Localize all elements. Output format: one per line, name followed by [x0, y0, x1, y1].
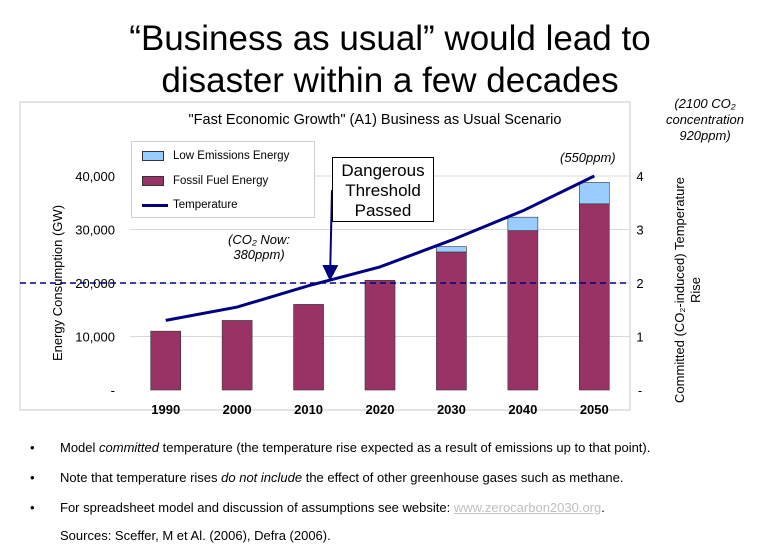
y2-tick-label: -: [638, 383, 642, 398]
bullet-dot: •: [30, 500, 35, 515]
bar-fossil-2010: [293, 304, 324, 391]
x-tick-label: 2020: [366, 402, 395, 417]
bullet-text: the effect of other greenhouse gases suc…: [302, 470, 624, 485]
bullet-dot: •: [30, 440, 35, 455]
legend-swatch-fossil: [142, 176, 164, 186]
slide-title: “Business as usual” would lead to disast…: [40, 18, 740, 102]
y2-tick-label: 4: [636, 169, 643, 184]
bullet-dot: •: [30, 470, 35, 485]
y-tick-label: 10,000: [75, 330, 115, 345]
callout-line-2: Threshold: [345, 181, 421, 200]
sources-line: Sources: Sceffer, M et Al. (2006), Defra…: [60, 528, 331, 543]
bullet-text: Note that temperature rises: [60, 470, 222, 485]
legend-label-temperature: Temperature: [173, 199, 238, 211]
temperature-line: [165, 174, 595, 322]
chart-title: "Fast Economic Growth" (A1) Business as …: [189, 112, 562, 128]
bullet-emphasis: do not include: [221, 470, 303, 485]
co2-550-annotation: (550ppm): [560, 150, 616, 165]
callout-arrow: [322, 189, 339, 281]
bullet-text: For spreadsheet model and discussion of …: [60, 500, 454, 515]
y2-tick-label: 3: [636, 223, 643, 238]
x-tick-label: 1990: [151, 402, 180, 417]
bullet-text: Model: [60, 440, 100, 455]
bar-low-emissions-2030: [436, 246, 467, 253]
bullet-text: temperature (the temperature rise expect…: [159, 440, 651, 455]
website-link[interactable]: www.zerocarbon2030.org: [453, 500, 602, 515]
y-tick-label: 30,000: [75, 223, 115, 238]
chart-frame: [19, 101, 631, 411]
y2-axis-title: Committed (CO₂-induced) TemperatureRise: [672, 177, 703, 403]
energy-temperature-chart: "Fast Economic Growth" (A1) Business as …: [19, 101, 703, 417]
bar-fossil-2000: [221, 320, 253, 391]
x-tick-label: 2050: [580, 402, 609, 417]
title-line-1: “Business as usual” would lead to: [129, 19, 651, 58]
y-tick-label: 40,000: [75, 169, 115, 184]
y-tick-label: -: [111, 383, 115, 398]
threshold-callout: Dangerous Threshold Passed: [332, 157, 434, 222]
bullet-list: • Model committed temperature (the tempe…: [30, 440, 770, 544]
x-tick-label: 2040: [508, 402, 537, 417]
bullet-committed-temperature: • Model committed temperature (the tempe…: [30, 440, 770, 456]
legend-swatch-low-emissions: [142, 151, 164, 161]
bar-fossil-2050: [578, 203, 610, 391]
bar-fossil-1990: [150, 330, 182, 391]
bar-low-emissions-2040: [507, 216, 539, 231]
y2-tick-label: 2: [636, 276, 643, 291]
bullet-emphasis: committed: [99, 440, 159, 455]
callout-line-3: Passed: [354, 201, 412, 220]
bar-fossil-2020: [364, 280, 396, 391]
x-tick-label: 2000: [223, 402, 252, 417]
callout-line-1: Dangerous: [341, 161, 425, 180]
legend-low-emissions: Low Emissions Energy: [142, 149, 289, 163]
bullet-website: • For spreadsheet model and discussion o…: [30, 500, 770, 516]
bullet-text: .: [601, 500, 605, 515]
y2-tick-label: 1: [636, 330, 643, 345]
legend-label-low-emissions: Low Emissions Energy: [173, 150, 290, 162]
legend-fossil: Fossil Fuel Energy: [142, 174, 268, 188]
title-line-2: disaster within a few decades: [161, 61, 619, 100]
bar-low-emissions-2050: [578, 182, 610, 205]
bar-fossil-2030: [436, 251, 467, 391]
legend-swatch-temperature: [142, 203, 168, 207]
legend-temperature: Temperature: [142, 198, 238, 212]
bullet-other-gases: • Note that temperature rises do not inc…: [30, 470, 770, 486]
co2-now-annotation: (CO₂ Now: 380ppm): [227, 232, 291, 262]
chart-legend: Low Emissions Energy Fossil Fuel Energy …: [131, 141, 315, 218]
x-tick-label: 2010: [294, 402, 323, 417]
co2-2100-note: (2100 CO₂ concentration 920ppm): [665, 96, 745, 143]
bar-fossil-2040: [507, 230, 539, 391]
legend-label-fossil: Fossil Fuel Energy: [173, 175, 269, 187]
y-axis-title: Energy Consumption (GW): [50, 205, 65, 361]
x-tick-label: 2030: [437, 402, 466, 417]
